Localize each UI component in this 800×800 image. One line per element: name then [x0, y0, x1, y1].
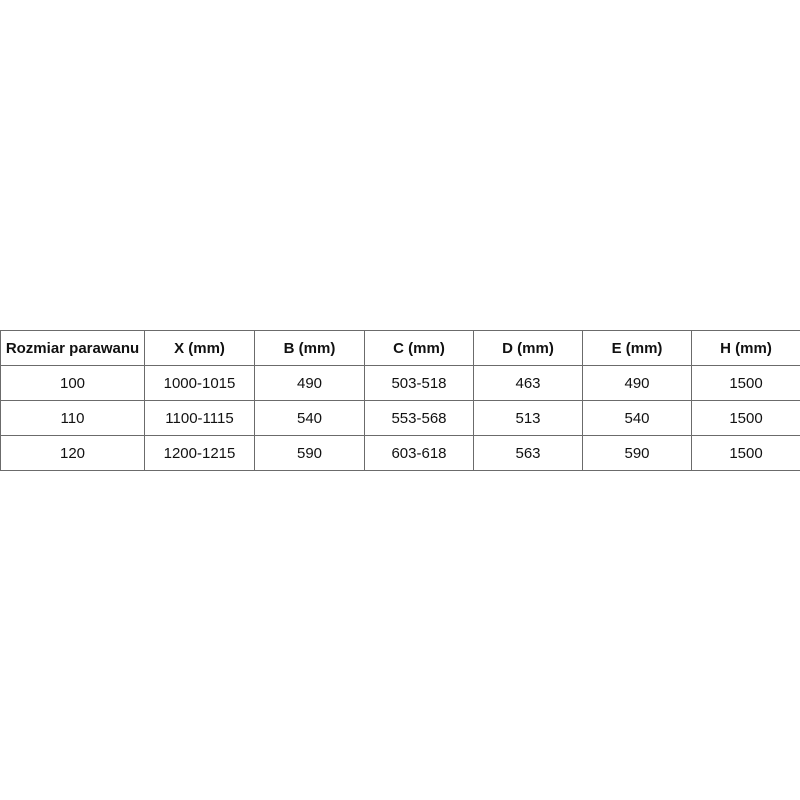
table-cell: 603-618 — [364, 435, 474, 471]
table-cell: 563 — [473, 435, 583, 471]
table-cell: 1500 — [691, 365, 800, 401]
table-row: 120 1200-1215 590 603-618 563 590 1500 — [0, 435, 800, 471]
header-cell: X (mm) — [144, 330, 255, 366]
table-cell: 1500 — [691, 435, 800, 471]
table-cell: 590 — [582, 435, 692, 471]
header-cell: D (mm) — [473, 330, 583, 366]
dimensions-table: Rozmiar parawanu X (mm) B (mm) C (mm) D … — [0, 330, 800, 471]
table-cell: 503-518 — [364, 365, 474, 401]
table-cell: 540 — [582, 400, 692, 436]
table-cell: 1200-1215 — [144, 435, 255, 471]
header-cell: Rozmiar parawanu — [0, 330, 145, 366]
table-cell: 513 — [473, 400, 583, 436]
table-cell: 1500 — [691, 400, 800, 436]
table-cell: 490 — [254, 365, 365, 401]
table-cell: 120 — [0, 435, 145, 471]
table-row: 110 1100-1115 540 553-568 513 540 1500 — [0, 400, 800, 436]
table-cell: 1000-1015 — [144, 365, 255, 401]
table-cell: 590 — [254, 435, 365, 471]
table-cell: 490 — [582, 365, 692, 401]
table-cell: 100 — [0, 365, 145, 401]
header-cell: B (mm) — [254, 330, 365, 366]
header-cell: E (mm) — [582, 330, 692, 366]
table-cell: 1100-1115 — [144, 400, 255, 436]
table-cell: 553-568 — [364, 400, 474, 436]
header-cell: H (mm) — [691, 330, 800, 366]
table-header-row: Rozmiar parawanu X (mm) B (mm) C (mm) D … — [0, 330, 800, 366]
table-cell: 463 — [473, 365, 583, 401]
table-row: 100 1000-1015 490 503-518 463 490 1500 — [0, 365, 800, 401]
table-cell: 540 — [254, 400, 365, 436]
table-cell: 110 — [0, 400, 145, 436]
header-cell: C (mm) — [364, 330, 474, 366]
